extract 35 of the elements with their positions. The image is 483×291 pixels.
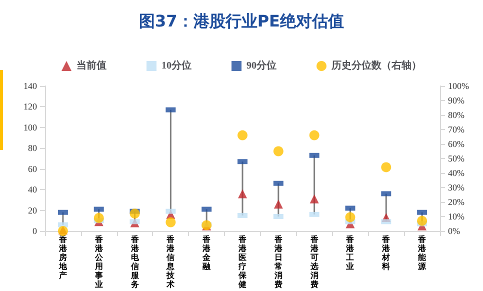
y-tick-label: 20 bbox=[28, 205, 38, 216]
y-tick-label: 140 bbox=[24, 81, 38, 91]
x-tick-label: 香港公用事业 bbox=[94, 235, 104, 289]
y-tick-label: 0 bbox=[32, 226, 38, 236]
y2-tick-label: 20% bbox=[448, 197, 465, 207]
y2-tick-label: 10% bbox=[448, 212, 465, 222]
y-tick-label: 60 bbox=[28, 164, 38, 174]
y2-tick-label: 80% bbox=[448, 110, 465, 120]
y-tick-label: 100 bbox=[24, 122, 38, 132]
x-tick-label: 香港金融 bbox=[202, 235, 212, 271]
y2-tick-label: 90% bbox=[448, 96, 465, 106]
x-tick-label: 香港工业 bbox=[345, 235, 356, 271]
y2-tick-label: 60% bbox=[448, 139, 465, 149]
legend-label: 历史分位数（右轴） bbox=[330, 60, 422, 72]
y2-tick-label: 30% bbox=[448, 182, 465, 192]
y2-tick-label: 100% bbox=[448, 81, 470, 91]
legend-label: 90分位 bbox=[246, 60, 276, 72]
y2-tick-label: 50% bbox=[448, 154, 465, 164]
x-tick-label: 香港可选消费 bbox=[309, 235, 320, 289]
y2-tick-label: 0% bbox=[448, 226, 460, 236]
x-tick-label: 香港材料 bbox=[381, 235, 392, 271]
x-tick-label: 香港日常消费 bbox=[273, 235, 284, 289]
x-tick-label: 香港医疗保健 bbox=[238, 235, 248, 289]
y2-tick-label: 70% bbox=[448, 124, 465, 134]
x-tick-label: 香港房地产 bbox=[58, 235, 68, 280]
chart-title: 图37：港股行业PE绝对估值 bbox=[139, 12, 344, 30]
x-tick-label: 香港信息技术 bbox=[166, 235, 176, 289]
x-tick-label: 香港电信服务 bbox=[130, 235, 140, 289]
x-tick-label: 香港能源 bbox=[417, 235, 428, 271]
legend-label: 当前值 bbox=[76, 60, 106, 72]
legend-label: 10分位 bbox=[162, 60, 192, 72]
y-tick-label: 40 bbox=[28, 184, 38, 195]
y2-tick-label: 40% bbox=[448, 168, 465, 178]
y-tick-label: 120 bbox=[24, 102, 38, 112]
y-tick-label: 80 bbox=[28, 143, 38, 154]
